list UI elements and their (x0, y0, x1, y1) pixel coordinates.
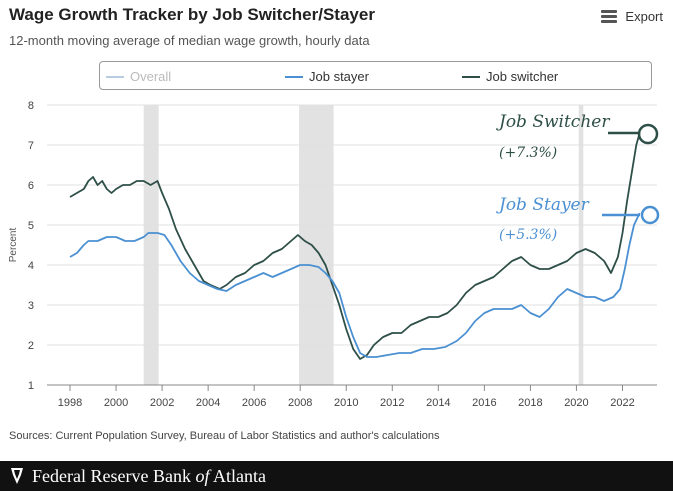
hamburger-menu-icon (601, 10, 618, 23)
footer-org-suffix: Atlanta (209, 465, 266, 486)
legend-label-job-stayer: Job stayer (309, 69, 369, 84)
annotation-switcher-marker (637, 123, 659, 145)
eagle-logo-icon (11, 468, 23, 484)
x-tick-label-2018: 2018 (518, 397, 542, 409)
y-tick-label-1: 1 (28, 380, 34, 392)
footer-org-prefix: Federal Reserve Bank (32, 465, 196, 486)
y-axis-label: Percent (8, 228, 19, 263)
chart-title: Wage Growth Tracker by Job Switcher/Stay… (9, 5, 375, 24)
x-tick-label-2008: 2008 (288, 397, 312, 409)
annotation-stayer-name: Job Stayer (496, 195, 590, 215)
legend-item-overall[interactable]: Overall (106, 69, 171, 84)
export-button[interactable]: Export (601, 9, 663, 24)
x-tick-label-2000: 2000 (104, 397, 128, 409)
x-tick-label-2002: 2002 (150, 397, 174, 409)
legend-item-job-stayer[interactable]: Job stayer (285, 69, 369, 84)
legend-label-job-switcher: Job switcher (486, 69, 559, 84)
x-tick-label-2004: 2004 (196, 397, 220, 409)
recession-band-1 (299, 105, 334, 385)
series-line-job-stayer (69, 212, 641, 358)
legend-swatch-job-switcher (462, 75, 480, 78)
x-tick-label-2022: 2022 (610, 397, 634, 409)
y-tick-label-3: 3 (28, 300, 34, 312)
footer-org-name: Federal Reserve Bank of Atlanta (32, 466, 266, 487)
chart-legend: Overall Job stayer Job switcher (99, 61, 652, 90)
y-tick-label-4: 4 (28, 260, 34, 272)
x-tick-label-1998: 1998 (58, 397, 82, 409)
export-label: Export (625, 9, 663, 24)
annotations: Job Switcher (+7.3%) Job Stayer (+5.3%) (496, 112, 660, 243)
legend-item-job-switcher[interactable]: Job switcher (462, 69, 558, 84)
axes: 1 2 3 4 5 6 7 8 1998 2000 2002 2004 2006 2008 2010 2012… (28, 100, 657, 409)
recession-bands (143, 105, 584, 385)
x-tick-label-2010: 2010 (334, 397, 358, 409)
source-note: Sources: Current Population Survey, Bure… (9, 430, 440, 442)
x-tick-label-2012: 2012 (380, 397, 404, 409)
chart-subtitle: 12-month moving average of median wage g… (9, 33, 370, 48)
annotation-switcher-value: (+7.3%) (499, 145, 557, 161)
footer-banner: Federal Reserve Bank of Atlanta (0, 461, 673, 491)
x-tick-label-2014: 2014 (426, 397, 450, 409)
recession-band-2 (578, 105, 584, 385)
annotation-switcher-name: Job Switcher (496, 112, 610, 132)
annotation-stayer-marker (640, 205, 660, 225)
y-tick-label-6: 6 (28, 180, 34, 192)
y-tick-label-8: 8 (28, 100, 34, 112)
footer-org-of: of (195, 465, 210, 486)
series-lines (69, 132, 641, 360)
legend-label-overall: Overall (130, 69, 172, 84)
series-line-job-switcher (69, 132, 641, 360)
line-chart: 1 2 3 4 5 6 7 8 1998 2000 2002 2004 2006 2008 2010 2012… (8, 100, 660, 409)
recession-band-0 (143, 105, 159, 385)
y-tick-label-2: 2 (28, 340, 34, 352)
annotation-stayer-value: (+5.3%) (499, 227, 557, 243)
x-tick-label-2006: 2006 (242, 397, 266, 409)
x-tick-label-2016: 2016 (472, 397, 496, 409)
legend-swatch-overall (106, 75, 124, 78)
y-tick-label-7: 7 (28, 140, 34, 152)
gridlines (47, 104, 657, 346)
x-tick-label-2020: 2020 (564, 397, 588, 409)
legend-swatch-job-stayer (285, 75, 303, 78)
y-tick-label-5: 5 (28, 220, 34, 232)
